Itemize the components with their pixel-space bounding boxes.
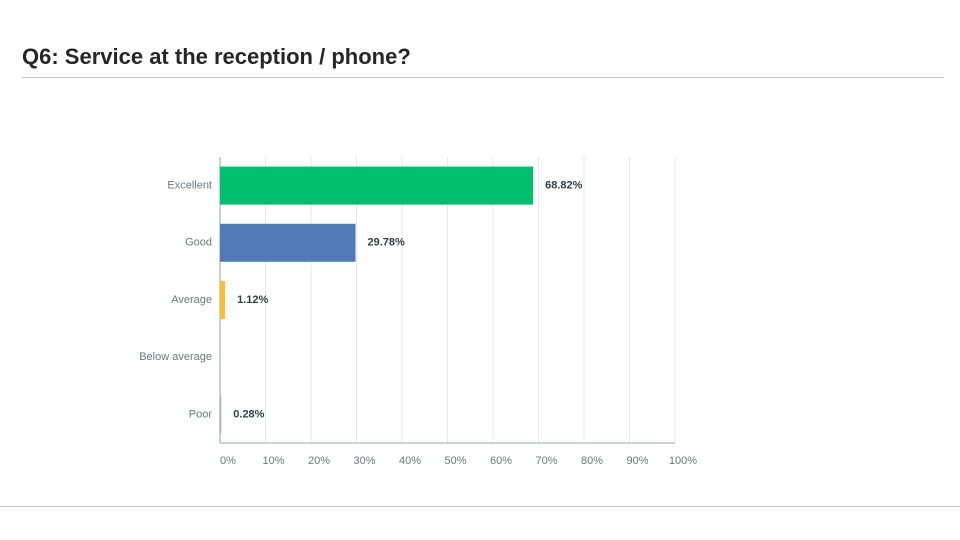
x-tick-label: 40%	[399, 455, 421, 467]
x-tick-label: 10%	[262, 455, 284, 467]
bar	[220, 166, 534, 205]
x-tick-label: 100%	[669, 455, 697, 467]
x-tick-label: 60%	[490, 455, 512, 467]
value-label: 68.82%	[545, 180, 583, 192]
x-tick-label: 30%	[353, 455, 375, 467]
bar	[220, 223, 356, 262]
x-tick-label: 50%	[444, 455, 466, 467]
value-label: 29.78%	[367, 237, 405, 249]
x-tick-label: 0%	[220, 455, 236, 467]
y-tick-label: Good	[185, 237, 212, 249]
chart-title: Q6: Service at the reception / phone?	[22, 44, 411, 69]
y-tick-label: Average	[171, 294, 212, 306]
x-tick-label: 80%	[581, 455, 603, 467]
bar	[220, 395, 222, 434]
x-tick-label: 70%	[535, 455, 557, 467]
y-tick-label: Poor	[189, 408, 213, 420]
x-tick-label: 90%	[626, 455, 648, 467]
x-tick-label: 20%	[308, 455, 330, 467]
y-tick-label: Below average	[139, 351, 212, 363]
value-label: 0.28%	[233, 408, 264, 420]
y-tick-label: Excellent	[167, 180, 212, 192]
bar	[220, 281, 226, 319]
value-label: 1.12%	[237, 294, 268, 306]
